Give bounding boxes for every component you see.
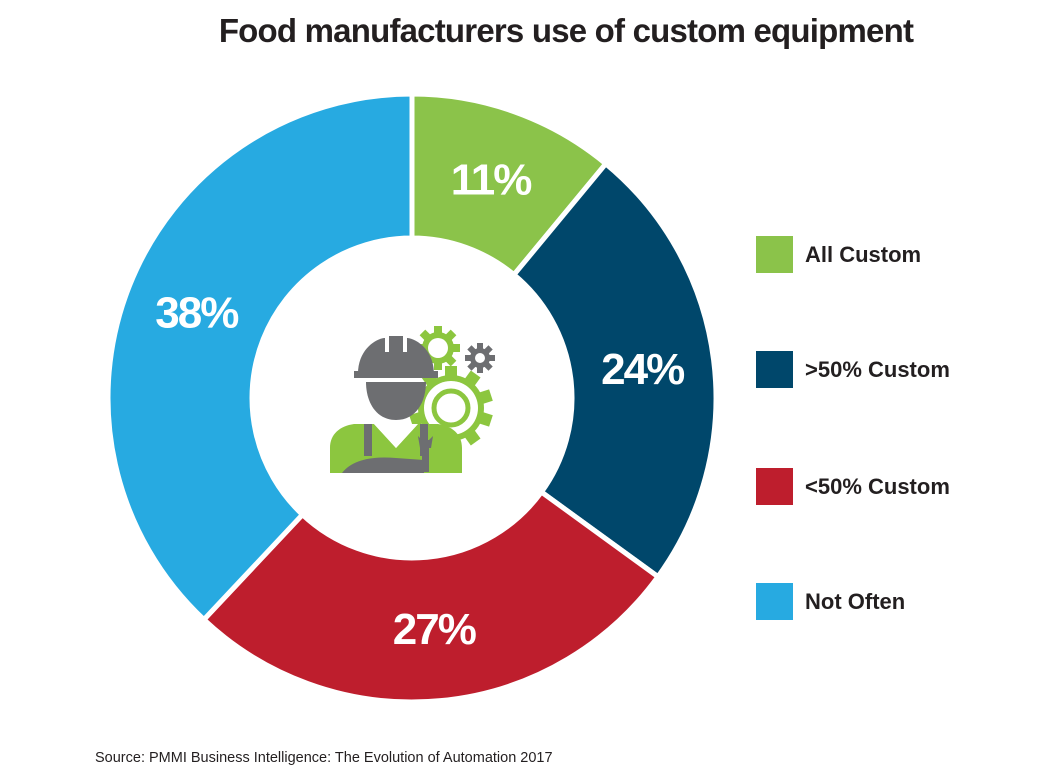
tiny-gear-icon	[465, 343, 495, 373]
slice-value-label: 27%	[393, 605, 476, 654]
slice-value-label: 24%	[601, 345, 684, 394]
chart-title: Food manufacturers use of custom equipme…	[218, 12, 914, 49]
slice-value-label: 38%	[155, 289, 238, 338]
source-note: Source: PMMI Business Intelligence: The …	[95, 750, 553, 766]
slice-value-label: 11%	[451, 156, 532, 205]
legend-label: <50% Custom	[805, 474, 950, 499]
pie-slice-50-custom	[510, 160, 719, 581]
legend-swatch	[756, 583, 793, 620]
legend-swatch	[756, 468, 793, 505]
legend-label: All Custom	[805, 242, 922, 267]
worker-icon	[330, 336, 462, 473]
pie-slice-50-custom	[200, 488, 662, 705]
legend-swatch	[756, 236, 793, 273]
legend-label: Not Often	[805, 589, 906, 614]
legend-label: >50% Custom	[805, 357, 950, 382]
pie-slice-not-often	[105, 91, 415, 624]
legend-swatch	[756, 351, 793, 388]
worker-with-gears-icon	[330, 326, 495, 473]
